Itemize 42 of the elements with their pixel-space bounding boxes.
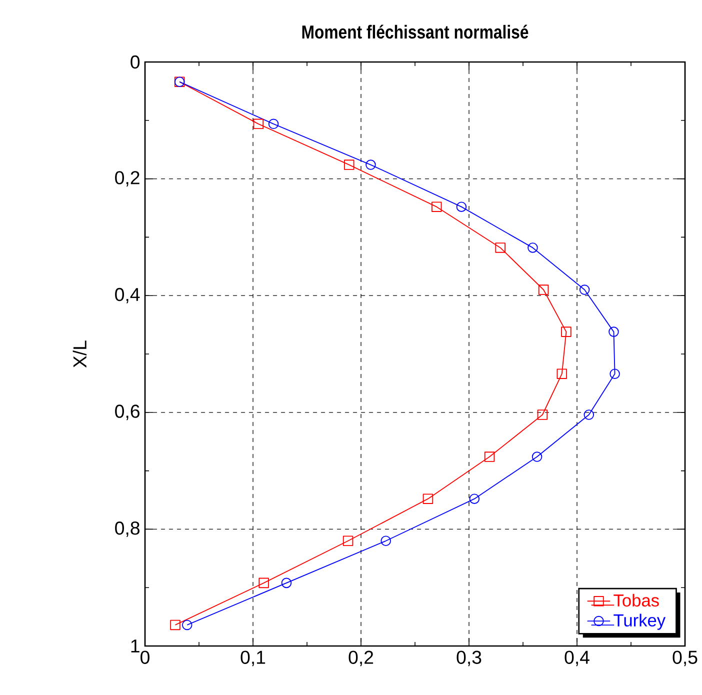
y-tick-label: 0 xyxy=(130,55,140,69)
point xyxy=(528,242,538,253)
legend-label: Tobas xyxy=(614,594,659,607)
point xyxy=(258,578,269,588)
point xyxy=(579,284,590,295)
x-tick-label: 0,1 xyxy=(240,650,266,666)
x-tick-label: 0,2 xyxy=(348,650,374,666)
x-tick-label: 0 xyxy=(140,650,150,664)
point xyxy=(469,494,480,504)
y-tick-label: 0,6 xyxy=(115,404,140,420)
point xyxy=(281,578,292,588)
point xyxy=(342,536,354,546)
point xyxy=(532,452,542,462)
point xyxy=(431,202,442,212)
point xyxy=(422,494,434,504)
point xyxy=(484,452,495,462)
point xyxy=(556,368,568,379)
point xyxy=(253,118,264,130)
y-axis-title: X/L xyxy=(72,340,87,368)
point xyxy=(380,536,391,546)
legend-label: Turkey xyxy=(614,614,666,630)
point xyxy=(495,242,506,253)
point xyxy=(537,410,548,420)
point xyxy=(608,326,619,337)
point xyxy=(170,620,180,630)
point xyxy=(344,160,354,170)
y-tick-label: 0,4 xyxy=(115,288,140,304)
point xyxy=(561,326,572,337)
chart-title: Moment fléchissant normalisé xyxy=(302,24,528,39)
point xyxy=(268,118,279,130)
point xyxy=(538,284,549,295)
x-tick-label: 0,3 xyxy=(456,650,482,666)
y-tick-label: 0,8 xyxy=(115,521,140,537)
point xyxy=(366,160,376,170)
point xyxy=(584,410,594,420)
point xyxy=(182,620,192,630)
point xyxy=(456,202,467,212)
y-tick-label: 0,2 xyxy=(115,171,140,187)
x-tick-label: 0,5 xyxy=(672,650,698,666)
point xyxy=(610,368,620,379)
x-tick-label: 0,4 xyxy=(564,650,590,666)
y-tick-label: 1 xyxy=(131,640,140,652)
